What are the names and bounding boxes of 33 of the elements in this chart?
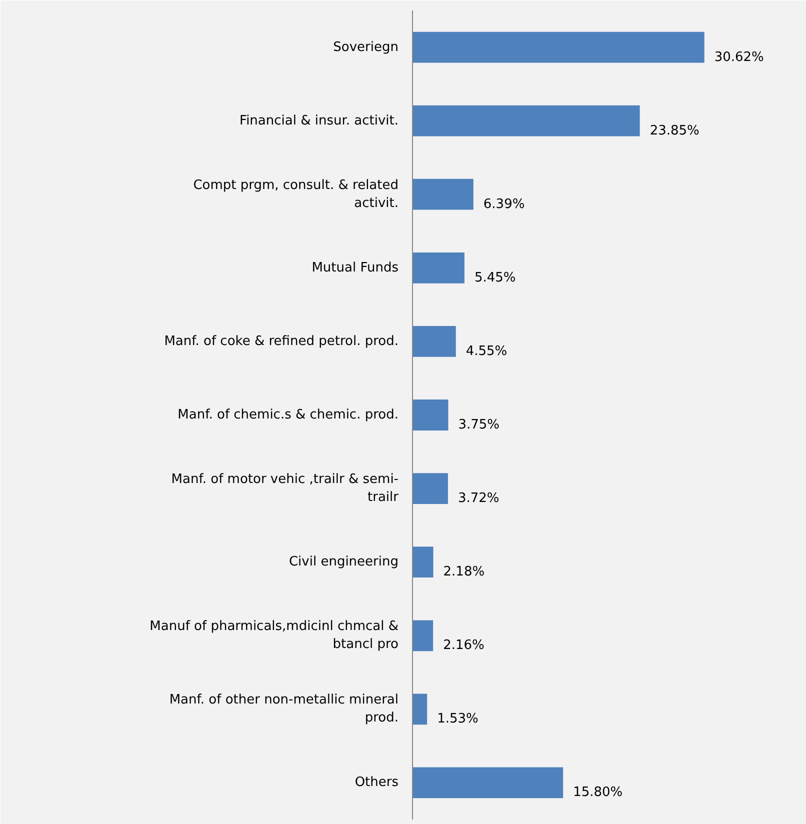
bar <box>412 694 428 725</box>
data-label: 3.72% <box>458 491 500 506</box>
data-label: 1.53% <box>437 712 478 727</box>
y-tick-label: Manf. of coke & refined petrol. prod. <box>164 334 399 349</box>
data-label: 2.16% <box>443 638 484 654</box>
bar <box>412 620 434 652</box>
y-tick-label: Civil engineering <box>288 554 399 570</box>
data-label: 3.75% <box>458 418 500 432</box>
data-label: 2.18% <box>443 564 485 580</box>
bar <box>412 252 464 284</box>
data-label: 23.85% <box>650 123 700 138</box>
bar <box>412 178 474 210</box>
data-label: 4.55% <box>466 344 508 359</box>
y-tick-label: Manf. of chemic.s & chemic. prod. <box>178 408 399 422</box>
data-label: 6.39% <box>483 196 525 212</box>
y-tick-label: Others <box>354 775 399 790</box>
data-label: 15.80% <box>573 785 623 800</box>
y-tick-label: Financial & insur. activit. <box>240 113 399 128</box>
y-tick-label: Manuf of pharmicals,mdicinl chmcal & btancl pro <box>150 619 399 652</box>
data-label: 30.62% <box>714 50 764 65</box>
y-tick-label: Manf. of motor vehic ,trailr & semi-trailr <box>171 472 400 506</box>
y-tick-label: Compt prgm, consult. & related activit. <box>193 178 399 211</box>
y-tick-label: Mutual Funds <box>312 260 399 276</box>
bar <box>412 767 564 798</box>
data-label: 5.45% <box>474 270 516 286</box>
bar <box>412 546 434 578</box>
y-tick-label: Soveriegn <box>333 40 398 55</box>
bar <box>412 326 456 357</box>
bar <box>412 105 640 136</box>
y-tick-label: Manf. of other non-metallic mineral prod. <box>169 692 399 726</box>
bar <box>412 473 448 504</box>
bar <box>412 32 704 63</box>
bar <box>412 400 448 430</box>
